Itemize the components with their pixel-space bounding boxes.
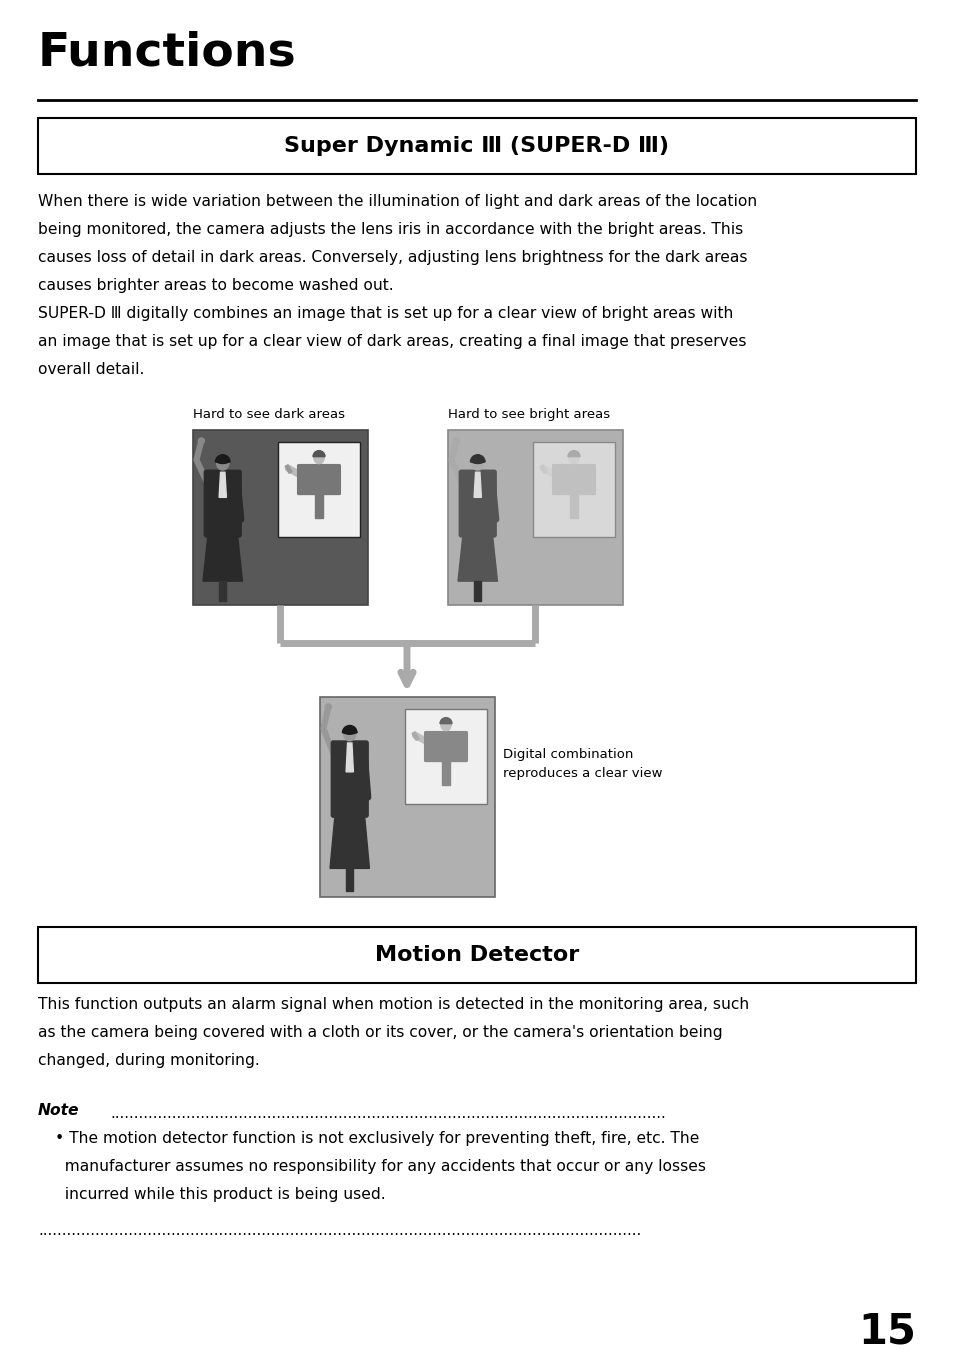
Text: incurred while this product is being used.: incurred while this product is being use… xyxy=(55,1187,385,1202)
Bar xyxy=(277,442,359,537)
Polygon shape xyxy=(346,744,353,772)
Bar xyxy=(285,465,292,473)
Text: • The motion detector function is not exclusively for preventing theft, fire, et: • The motion detector function is not ex… xyxy=(55,1132,699,1146)
Bar xyxy=(539,465,546,473)
Bar xyxy=(442,760,445,784)
Text: Functions: Functions xyxy=(38,30,296,74)
Ellipse shape xyxy=(343,729,355,734)
Text: changed, during monitoring.: changed, during monitoring. xyxy=(38,1053,259,1068)
Text: ................................................................................: ........................................… xyxy=(110,1106,665,1121)
Circle shape xyxy=(325,704,331,710)
Text: Hard to see bright areas: Hard to see bright areas xyxy=(448,408,610,420)
Ellipse shape xyxy=(471,457,484,464)
Text: Super Dynamic Ⅲ (SUPER-D Ⅲ): Super Dynamic Ⅲ (SUPER-D Ⅲ) xyxy=(284,137,669,155)
Text: causes loss of detail in dark areas. Conversely, adjusting lens brightness for t: causes loss of detail in dark areas. Con… xyxy=(38,250,747,265)
Text: When there is wide variation between the illumination of light and dark areas of: When there is wide variation between the… xyxy=(38,193,757,210)
Bar xyxy=(223,581,226,600)
Bar xyxy=(193,430,368,604)
Text: Note: Note xyxy=(38,1103,79,1118)
Polygon shape xyxy=(474,472,481,498)
Text: an image that is set up for a clear view of dark areas, creating a final image t: an image that is set up for a clear view… xyxy=(38,334,745,349)
Bar xyxy=(476,469,479,473)
Bar xyxy=(316,462,320,466)
Text: ................................................................................: ........................................… xyxy=(38,1224,640,1238)
Text: as the camera being covered with a cloth or its cover, or the camera's orientati: as the camera being covered with a cloth… xyxy=(38,1025,721,1040)
Text: SUPER-D Ⅲ digitally combines an image that is set up for a clear view of bright : SUPER-D Ⅲ digitally combines an image th… xyxy=(38,306,733,320)
Text: causes brighter areas to become washed out.: causes brighter areas to become washed o… xyxy=(38,279,394,293)
Polygon shape xyxy=(330,815,369,868)
Bar xyxy=(533,442,615,537)
Bar xyxy=(38,927,915,983)
Polygon shape xyxy=(457,535,497,581)
Wedge shape xyxy=(215,454,230,462)
Bar xyxy=(405,708,486,804)
FancyBboxPatch shape xyxy=(204,470,241,537)
Ellipse shape xyxy=(440,718,451,730)
Bar xyxy=(572,462,576,466)
Bar xyxy=(350,868,353,891)
Text: overall detail.: overall detail. xyxy=(38,362,144,377)
Bar xyxy=(319,698,495,896)
Ellipse shape xyxy=(471,456,483,470)
Bar xyxy=(412,731,418,741)
Bar xyxy=(219,581,222,600)
Bar xyxy=(315,493,318,518)
FancyBboxPatch shape xyxy=(424,731,467,761)
Bar xyxy=(319,493,322,518)
Bar xyxy=(38,118,915,174)
Bar xyxy=(570,493,573,518)
FancyBboxPatch shape xyxy=(331,741,368,817)
Polygon shape xyxy=(203,535,242,581)
Ellipse shape xyxy=(314,452,324,464)
Ellipse shape xyxy=(343,726,355,741)
FancyBboxPatch shape xyxy=(297,465,340,495)
Text: Hard to see dark areas: Hard to see dark areas xyxy=(193,408,345,420)
Bar xyxy=(348,740,352,744)
Polygon shape xyxy=(219,472,226,498)
Bar xyxy=(443,730,448,733)
Text: Motion Detector: Motion Detector xyxy=(375,945,578,965)
Bar xyxy=(346,868,349,891)
FancyBboxPatch shape xyxy=(458,470,496,537)
Circle shape xyxy=(198,438,204,443)
Wedge shape xyxy=(567,450,579,457)
Wedge shape xyxy=(342,726,356,733)
Bar xyxy=(448,430,622,604)
FancyBboxPatch shape xyxy=(552,465,595,495)
Text: Digital combination
reproduces a clear view: Digital combination reproduces a clear v… xyxy=(502,748,661,780)
Wedge shape xyxy=(470,454,484,462)
Ellipse shape xyxy=(216,457,229,464)
Bar xyxy=(478,581,481,600)
Text: manufacturer assumes no responsibility for any accidents that occur or any losse: manufacturer assumes no responsibility f… xyxy=(55,1159,705,1174)
Wedge shape xyxy=(439,718,452,723)
Ellipse shape xyxy=(216,456,229,470)
Ellipse shape xyxy=(568,452,578,464)
Circle shape xyxy=(453,438,459,443)
Wedge shape xyxy=(313,450,325,457)
Bar xyxy=(474,581,476,600)
Bar xyxy=(221,469,224,473)
Text: This function outputs an alarm signal when motion is detected in the monitoring : This function outputs an alarm signal wh… xyxy=(38,996,748,1013)
Bar xyxy=(574,493,578,518)
Bar xyxy=(446,760,449,784)
Text: 15: 15 xyxy=(858,1310,915,1352)
Text: being monitored, the camera adjusts the lens iris in accordance with the bright : being monitored, the camera adjusts the … xyxy=(38,222,742,237)
